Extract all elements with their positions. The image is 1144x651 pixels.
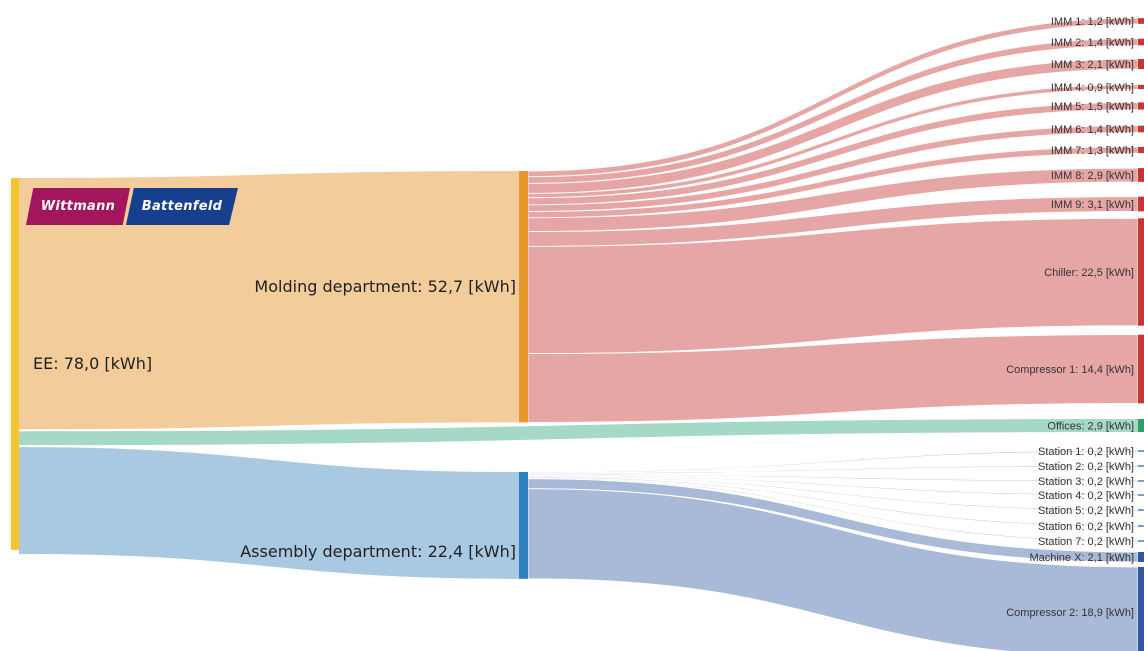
offices-band	[19, 419, 1138, 446]
department-bands	[19, 171, 1138, 579]
assembly-target-label-3: Station 3: 0,2 [kWh]	[1038, 476, 1134, 488]
molding-target-bar-5	[1138, 102, 1144, 110]
molding-link-2	[527, 38, 1139, 184]
node-labels: EE: 78,0 [kWh] Molding department: 52,7 …	[33, 277, 1134, 561]
molding-target-label-9: IMM 9: 3,1 [kWh]	[1051, 199, 1134, 211]
molding-target-label-8: IMM 8: 2,9 [kWh]	[1051, 170, 1134, 182]
assembly-target-bar-6	[1138, 525, 1144, 527]
offices-label: Offices: 2,9 [kWh]	[1047, 421, 1134, 433]
assembly-target-bar-5	[1138, 509, 1144, 511]
molding-target-label-11: Compressor 1: 14,4 [kWh]	[1006, 364, 1134, 376]
node-bars	[11, 171, 1144, 579]
molding-target-bar-8	[1138, 168, 1144, 182]
molding-link-3	[527, 58, 1139, 194]
assembly-target-bar-2	[1138, 465, 1144, 467]
logo-battenfeld: Battenfeld	[126, 188, 238, 225]
assembly-department-label: Assembly department: 22,4 [kWh]	[240, 542, 516, 561]
target-nodes: IMM 1: 1,2 [kWh] IMM 2: 1,4 [kWh] IMM 3: 2…	[1006, 16, 1144, 651]
assembly-link-8	[527, 478, 1139, 563]
molding-link-7	[527, 146, 1139, 219]
molding-target-bar-3	[1138, 58, 1144, 70]
target-links	[527, 17, 1139, 651]
molding-link-4	[527, 84, 1139, 199]
molding-department-label: Molding department: 52,7 [kWh]	[254, 277, 516, 296]
assembly-target-bar-9	[1138, 566, 1144, 651]
offices-node-bar	[1138, 419, 1144, 432]
molding-target-bar-1	[1138, 18, 1144, 24]
wittmann-battenfeld-logo: Wittmann Battenfeld	[26, 188, 238, 225]
assembly-target-label-7: Station 7: 0,2 [kWh]	[1038, 536, 1134, 548]
assembly-target-label-6: Station 6: 0,2 [kWh]	[1038, 521, 1134, 533]
assembly-target-bar-1	[1138, 450, 1144, 452]
molding-department-band	[19, 171, 519, 430]
molding-target-label-3: IMM 3: 2,1 [kWh]	[1051, 59, 1134, 71]
ee-label: EE: 78,0 [kWh]	[33, 354, 152, 373]
molding-target-label-1: IMM 1: 1,2 [kWh]	[1051, 16, 1134, 28]
molding-target-bar-7	[1138, 146, 1144, 154]
assembly-link-9	[527, 488, 1139, 651]
logo-wittmann: Wittmann	[26, 188, 130, 225]
assembly-department-band	[19, 447, 519, 579]
assembly-target-bar-4	[1138, 494, 1144, 496]
assembly-target-label-1: Station 1: 0,2 [kWh]	[1038, 446, 1134, 458]
molding-link-5	[527, 102, 1139, 206]
molding-target-bar-2	[1138, 38, 1144, 46]
assembly-target-bar-7	[1138, 540, 1144, 542]
molding-target-label-7: IMM 7: 1,3 [kWh]	[1051, 145, 1134, 157]
assembly-target-label-4: Station 4: 0,2 [kWh]	[1038, 490, 1134, 502]
assembly-target-label-9: Compressor 2: 18,9 [kWh]	[1006, 607, 1134, 619]
assembly-target-label-2: Station 2: 0,2 [kWh]	[1038, 461, 1134, 473]
molding-target-bar-10	[1138, 218, 1144, 326]
assembly-target-bar-8	[1138, 551, 1144, 563]
molding-target-label-6: IMM 6: 1,4 [kWh]	[1051, 124, 1134, 136]
assembly-target-bar-3	[1138, 480, 1144, 482]
molding-node-bar	[519, 171, 528, 423]
molding-target-bar-9	[1138, 196, 1144, 212]
molding-target-label-2: IMM 2: 1,4 [kWh]	[1051, 37, 1134, 49]
molding-target-bar-11	[1138, 334, 1144, 404]
molding-target-label-4: IMM 4: 0,9 [kWh]	[1051, 82, 1134, 94]
molding-target-bar-4	[1138, 84, 1144, 90]
molding-target-bar-6	[1138, 125, 1144, 133]
assembly-node-bar	[519, 472, 528, 579]
ee-node-bar	[11, 178, 19, 550]
assembly-target-label-8: Machine X: 2,1 [kWh]	[1029, 552, 1134, 564]
molding-target-label-5: IMM 5: 1,5 [kWh]	[1051, 101, 1134, 113]
molding-link-10	[527, 217, 1139, 355]
molding-target-label-10: Chiller: 22,5 [kWh]	[1044, 267, 1134, 279]
assembly-target-label-5: Station 5: 0,2 [kWh]	[1038, 505, 1134, 517]
